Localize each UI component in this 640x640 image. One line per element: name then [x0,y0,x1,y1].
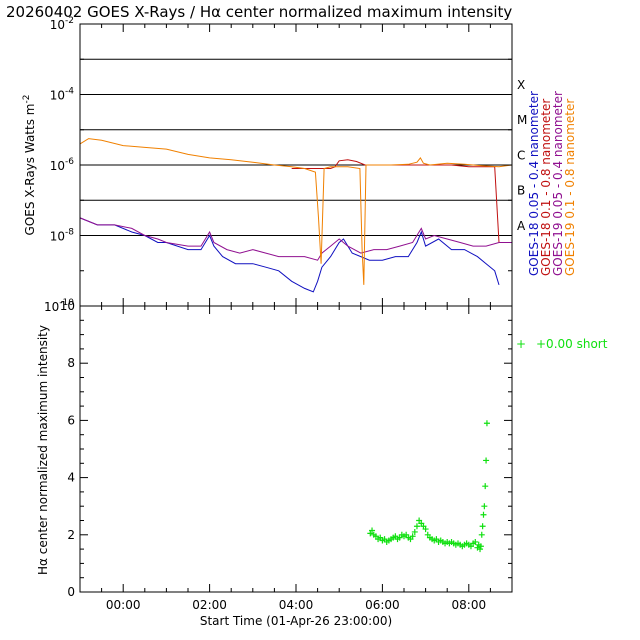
halpha-plot-frame [79,305,513,593]
halpha-x-tick-label: 00:00 [106,598,141,612]
halpha-y-tick-label: 10 [60,299,75,313]
xray-y-tick-label-base: 10 [44,300,59,314]
halpha-y-tick-label: 6 [67,413,75,427]
halpha-x-ticks: 00:00 02:00 04:00 06:00 08:00 [79,306,513,612]
xray-y-tick-label: 10-4 [50,87,75,103]
xray-y-tick-label: 10-2 [50,16,74,32]
halpha-legend-text: +0.00 short [536,337,608,351]
xray-y-tick-label-base: 10 [50,89,65,103]
xray-y-tick-label: 10-8 [50,228,75,244]
halpha-point [411,528,418,535]
halpha-y-ticks: 0 2 4 6 8 10 [60,299,512,599]
halpha-x-tick-label: 06:00 [365,598,400,612]
halpha-x-axis-label: Start Time (01-Apr-26 23:00:00) [200,614,392,628]
xray-y-tick-label-exponent: -10 [59,298,74,308]
halpha-y-tick-label: 0 [67,585,75,599]
flare-class-label: B [517,184,525,198]
flare-class-label: A [517,219,526,233]
flare-class-labels: A B C M X [517,78,527,233]
xray-series-line-3 [79,217,512,261]
xray-legend-entry-3: GOES-19 0.05 - 0.4 nanometer [551,91,565,276]
xray-y-tick-label-base: 10 [50,18,65,32]
xray-y-axis-label-text: GOES X-Rays Watts m [23,104,37,236]
halpha-y-tick-label: 2 [67,528,75,542]
halpha-panel: 0 2 4 6 8 10 00:00 02:00 04:00 06:00 08:00 Hα cen… [36,299,608,628]
xray-y-tick-label-exponent: -4 [65,87,74,97]
xray-y-tick-label-exponent: -8 [65,228,74,238]
figure-title: 20260402 GOES X-Rays / Hα center normali… [6,3,512,21]
xray-series-line-1 [79,217,500,293]
halpha-point [483,420,490,427]
halpha-point [477,543,484,550]
halpha-point [422,526,429,533]
halpha-point [413,523,420,530]
flare-class-label: M [517,113,527,127]
halpha-legend-marker: + [516,337,526,351]
halpha-x-tick-label: 02:00 [192,598,227,612]
halpha-markers [367,420,490,553]
halpha-y-tick-label: 4 [67,471,75,485]
xray-legend-entry-2: GOES-18 0.1 - 0.8 nanometer [539,99,553,276]
xray-y-tick-label-base: 10 [50,159,65,173]
halpha-point [369,527,376,534]
xray-y-tick-label-exponent: -6 [65,157,74,167]
halpha-point [478,531,485,538]
halpha-x-tick-label: 08:00 [452,598,487,612]
halpha-point [479,523,486,530]
xray-x-ticks [79,24,513,306]
halpha-point [481,503,488,510]
halpha-point [409,533,416,540]
xray-series-line-4 [79,138,513,285]
halpha-point [472,538,479,545]
halpha-point [483,457,490,464]
xray-y-tick-label-exponent: -2 [65,16,74,26]
xray-y-tick-label-base: 10 [50,230,65,244]
xray-y-axis-label: GOES X-Rays Watts m-2 [22,95,37,236]
xray-y-tick-label: 10-10 [44,298,74,314]
xray-y-tick-label: 10-6 [50,157,75,173]
xray-y-axis-label-superscript: -2 [22,95,32,104]
flare-class-label: X [517,78,525,92]
halpha-point [482,483,489,490]
halpha-point [477,546,484,553]
flare-class-label: C [517,148,525,162]
halpha-point [480,511,487,518]
xray-legend-entry-4: GOES-19 0.1 - 0.8 nanometer [563,99,577,276]
halpha-x-tick-label: 04:00 [279,598,314,612]
xray-series [79,138,513,293]
halpha-y-tick-label: 8 [67,356,75,370]
xray-class-lines [80,58,512,236]
halpha-y-axis-label: Hα center normalized maximum intensity [36,325,50,575]
xray-legend-entry-1: GOES-18 0.05 - 0.4 nanometer [527,91,541,276]
halpha-legend: + +0.00 short [516,337,608,351]
